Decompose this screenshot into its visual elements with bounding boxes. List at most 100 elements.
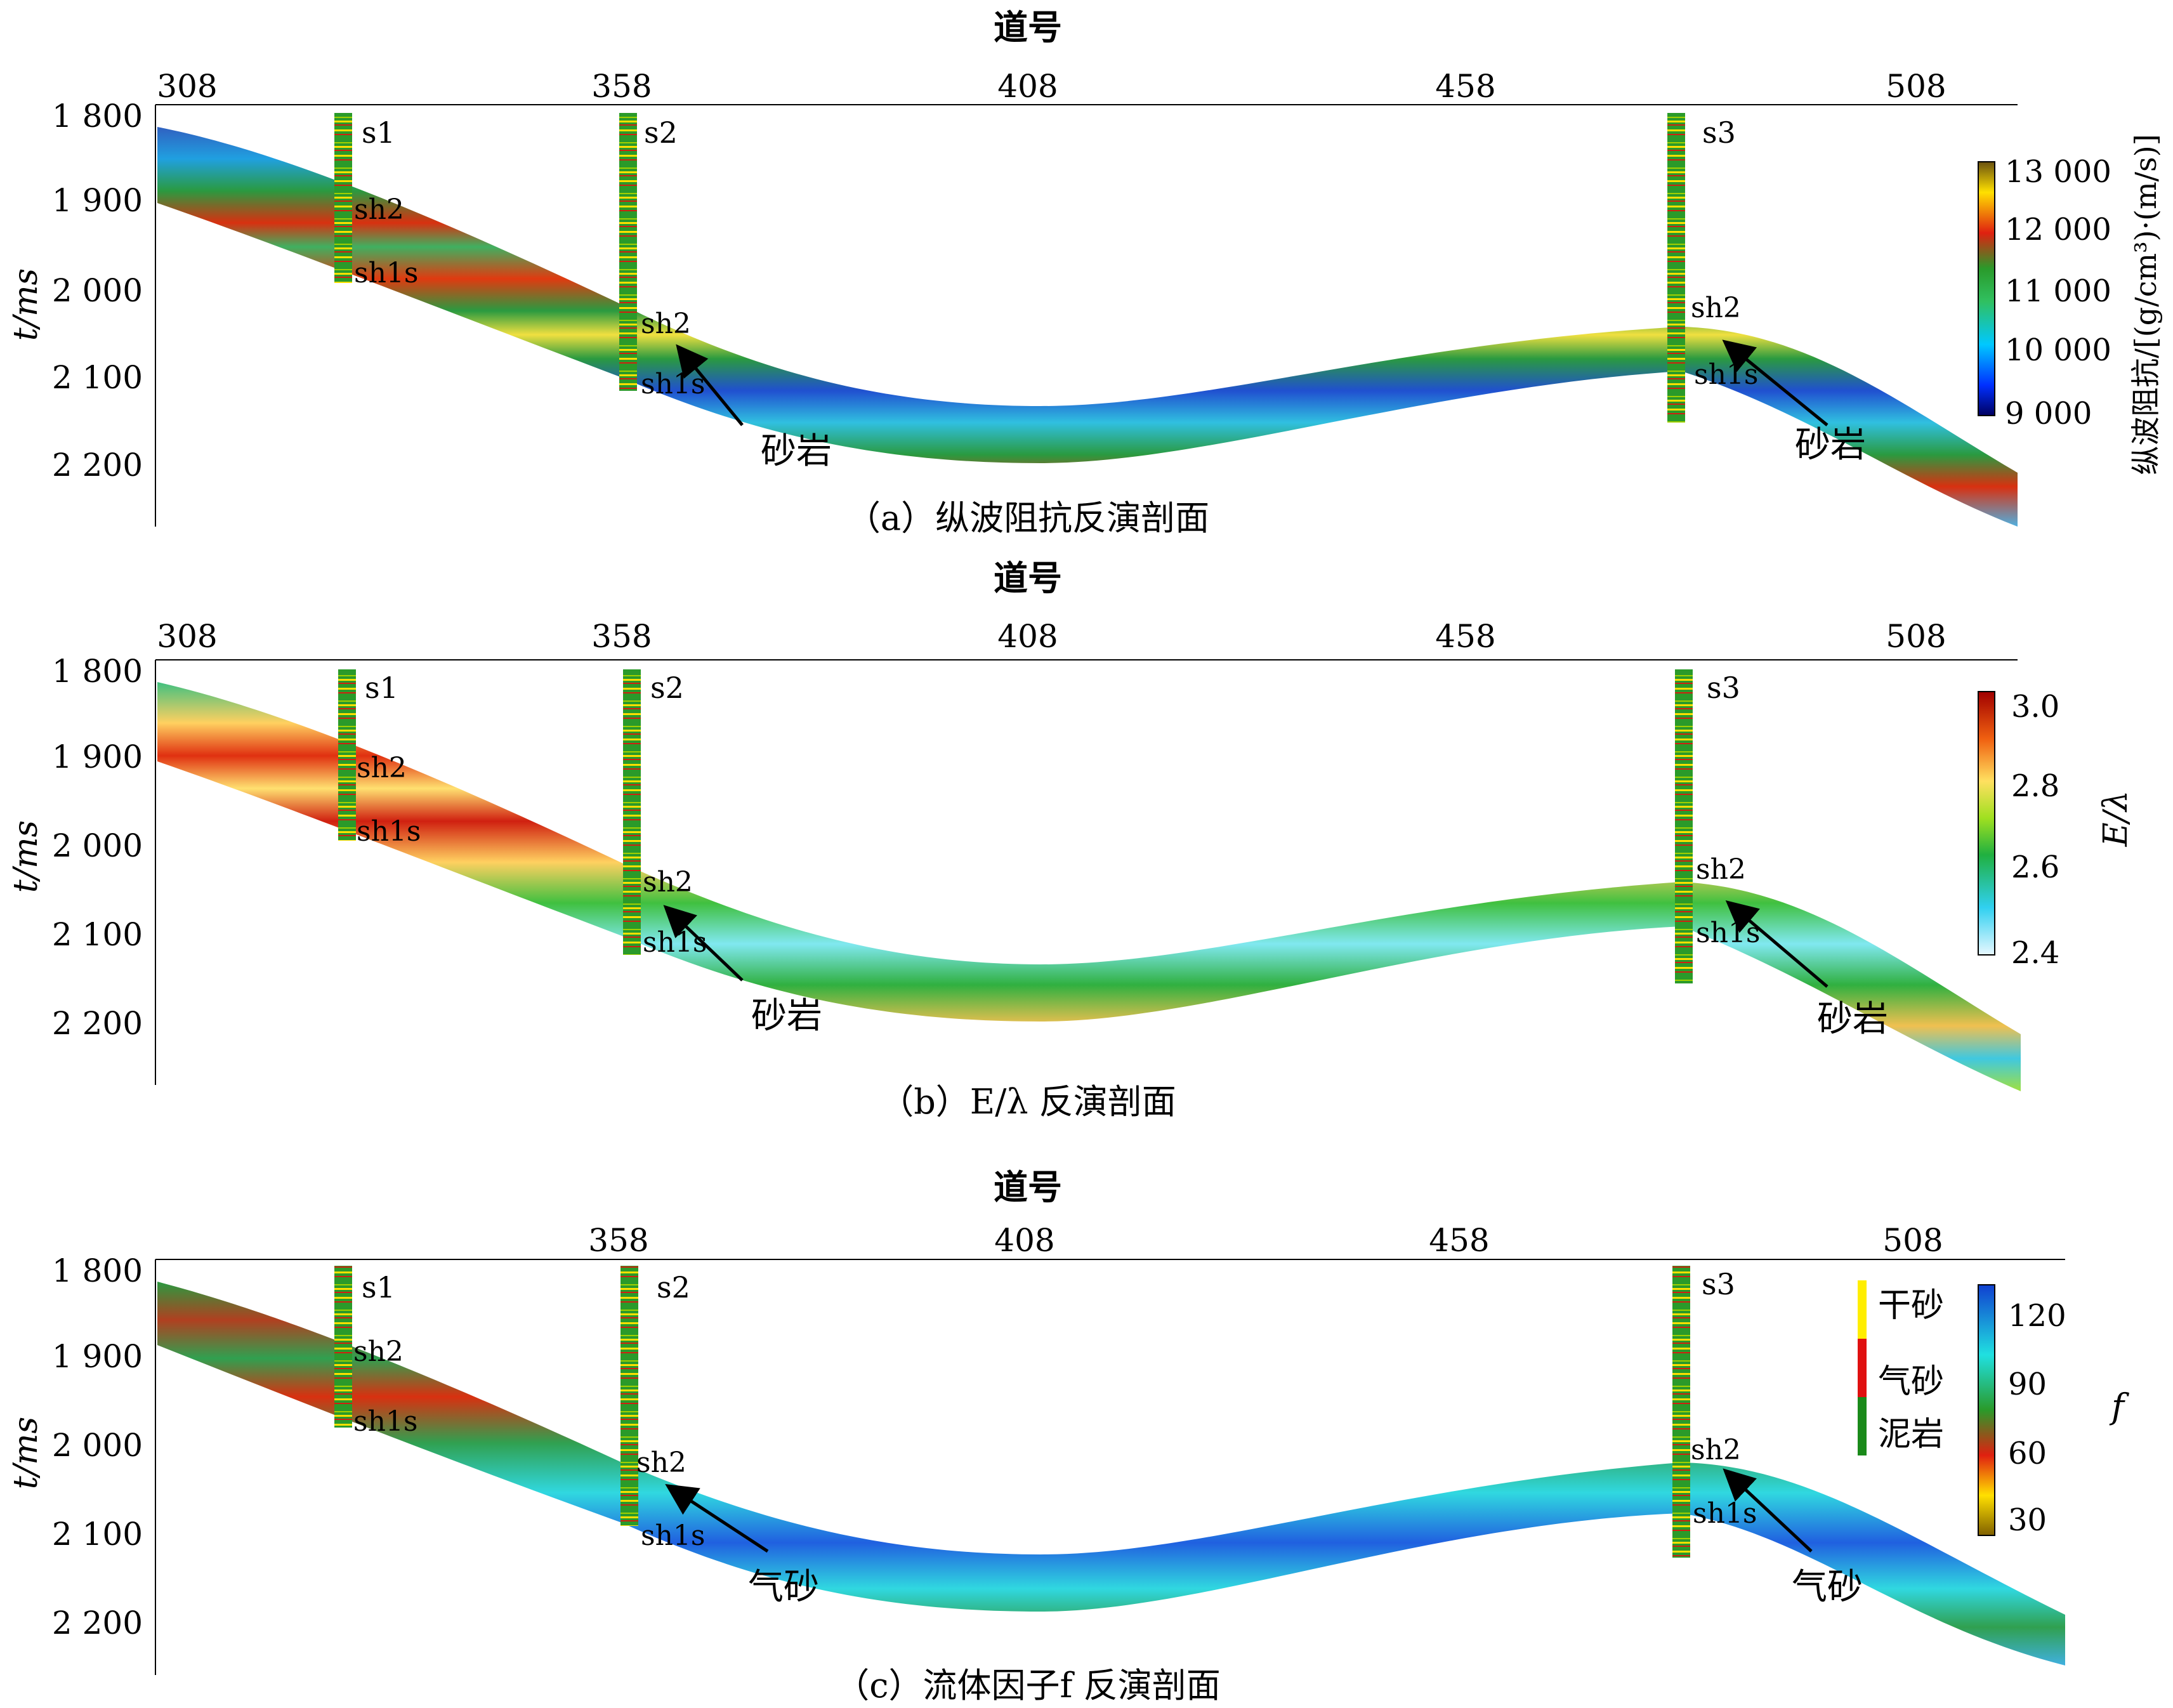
horizon-label-sh2: sh2	[354, 194, 404, 226]
colorbar-ticks: 120 90 60 30	[2008, 1298, 2066, 1538]
well-label-s2: s2	[644, 115, 678, 150]
y-tick-label: 1 900	[52, 1338, 143, 1375]
colorbar-tick: 2.4	[2011, 935, 2059, 971]
trace-header-label: 道号	[994, 1167, 1062, 1207]
well-label-s2: s2	[657, 1270, 690, 1304]
x-tick-labels: 308 358 408 458 508	[157, 618, 1946, 655]
well-label-s3: s3	[1707, 671, 1740, 705]
sandstone-arrow	[676, 344, 744, 426]
sandstone-arrow	[1725, 900, 1828, 988]
well-label-s1: s1	[362, 1270, 395, 1304]
colorbar-tick: 10 000	[2005, 332, 2111, 368]
legend-label-gas-sand: 气砂	[1878, 1363, 1944, 1401]
horizon-label-sh1s: sh1s	[641, 368, 706, 400]
x-tick-label: 308	[157, 68, 217, 105]
y-tick-label: 1 900	[52, 739, 143, 775]
horizon-labels: sh2 sh1s sh2 sh1s sh2 sh1s	[353, 1336, 1757, 1552]
legend-swatch-gas-sand	[1858, 1339, 1867, 1397]
time-axis-label: t/ms	[7, 1417, 45, 1489]
horizon-label-sh1s: sh1s	[643, 926, 707, 959]
horizon-labels: sh2 sh1s sh2 sh1s sh2 sh1s	[357, 752, 1761, 959]
colorbar-tick: 9 000	[2005, 396, 2092, 431]
well-labels: s1 s2 s3	[362, 115, 1736, 150]
x-tick-label: 508	[1886, 618, 1946, 655]
y-tick-label: 2 100	[52, 916, 143, 953]
sandstone-label: 砂岩	[761, 431, 832, 472]
colorbar-tick: 90	[2008, 1367, 2047, 1402]
well-log-s1	[334, 113, 352, 283]
horizon-label-sh1s: sh1s	[641, 1520, 706, 1552]
x-tick-label: 308	[157, 618, 217, 655]
horizon-label-sh2: sh2	[1691, 292, 1741, 324]
colorbar-fluid-factor	[1978, 1284, 1995, 1536]
well-log-s3	[1667, 113, 1685, 423]
well-logs	[338, 669, 1693, 983]
gas-sand-arrow	[665, 1484, 769, 1553]
colorbar-tick: 3.0	[2011, 689, 2059, 725]
panel-a: 道号 308 358 408 458 508 1 800 1 900 2 000…	[7, 8, 2163, 538]
colorbar-title: f	[2109, 1386, 2129, 1426]
x-tick-label: 358	[588, 1222, 648, 1259]
fluid-factor-section	[157, 1282, 2065, 1665]
well-log-s1	[334, 1266, 352, 1428]
well-label-s1: s1	[365, 671, 398, 705]
colorbar-tick: 2.8	[2011, 768, 2059, 804]
x-tick-label: 458	[1435, 68, 1495, 105]
panel-caption: （c）流体因子f 反演剖面	[835, 1665, 1220, 1705]
y-tick-labels: 1 800 1 900 2 000 2 100 2 200	[52, 1252, 143, 1641]
trace-header-label: 道号	[994, 558, 1062, 598]
horizon-labels: sh2 sh1s sh2 sh1s sh2 sh1s	[354, 194, 1759, 400]
well-log-s1	[338, 669, 356, 841]
x-tick-label: 508	[1886, 68, 1946, 105]
colorbar-tick: 13 000	[2005, 154, 2111, 190]
y-tick-label: 2 000	[52, 1427, 143, 1464]
colorbar-tick: 2.6	[2011, 850, 2059, 885]
e-lambda-section	[157, 682, 2021, 1091]
colorbar-ticks: 13 000 12 000 11 000 10 000 9 000	[2005, 154, 2111, 431]
x-tick-label: 358	[591, 618, 652, 655]
y-tick-label: 1 800	[52, 1252, 143, 1289]
sandstone-label: 砂岩	[1817, 999, 1888, 1040]
well-labels: s1 s2 s3	[362, 1267, 1735, 1304]
time-axis-label: t/ms	[7, 268, 45, 341]
y-tick-label: 2 200	[52, 447, 143, 483]
y-tick-label: 2 200	[52, 1005, 143, 1042]
impedance-section	[157, 127, 2018, 527]
horizon-label-sh2: sh2	[353, 1336, 404, 1368]
horizon-label-sh1s: sh1s	[1694, 358, 1759, 391]
y-tick-label: 2 200	[52, 1605, 143, 1641]
time-axis-label: t/ms	[7, 820, 45, 893]
x-tick-label: 408	[997, 68, 1058, 105]
y-tick-label: 1 800	[52, 98, 143, 135]
well-label-s3: s3	[1702, 115, 1736, 150]
colorbar-tick: 60	[2008, 1436, 2047, 1471]
colorbar-tick: 11 000	[2005, 273, 2111, 309]
y-tick-label: 2 100	[52, 1516, 143, 1553]
well-log-s2	[623, 669, 641, 955]
x-tick-labels: 308 358 408 458 508	[157, 68, 1946, 105]
colorbar-e-lambda	[1978, 691, 1995, 956]
panel-b: 道号 308 358 408 458 508 1 800 1 900 2 000…	[7, 558, 2135, 1122]
lithology-legend: 干砂 气砂 泥岩	[1858, 1280, 1944, 1455]
well-logs	[334, 113, 1685, 423]
x-tick-labels: 358 408 458 508	[588, 1222, 1943, 1259]
x-tick-label: 408	[997, 618, 1058, 655]
well-log-s2	[620, 1266, 638, 1526]
y-tick-label: 2 100	[52, 359, 143, 396]
well-log-s3	[1675, 669, 1693, 983]
well-label-s2: s2	[650, 671, 684, 705]
horizon-label-sh2: sh2	[641, 308, 691, 340]
y-tick-label: 2 000	[52, 272, 143, 309]
sandstone-arrow	[663, 905, 744, 982]
legend-label-mudstone: 泥岩	[1878, 1416, 1944, 1454]
sandstone-label: 砂岩	[1795, 424, 1866, 466]
well-label-s3: s3	[1702, 1267, 1735, 1301]
horizon-label-sh2: sh2	[636, 1447, 686, 1479]
x-tick-label: 508	[1882, 1222, 1943, 1259]
sandstone-label: 砂岩	[751, 995, 822, 1037]
x-tick-label: 458	[1435, 618, 1495, 655]
colorbar-title: E/λ	[2097, 791, 2135, 847]
legend-swatch-dry-sand	[1858, 1280, 1867, 1339]
x-tick-label: 458	[1429, 1222, 1489, 1259]
horizon-label-sh1s: sh1s	[354, 257, 419, 289]
